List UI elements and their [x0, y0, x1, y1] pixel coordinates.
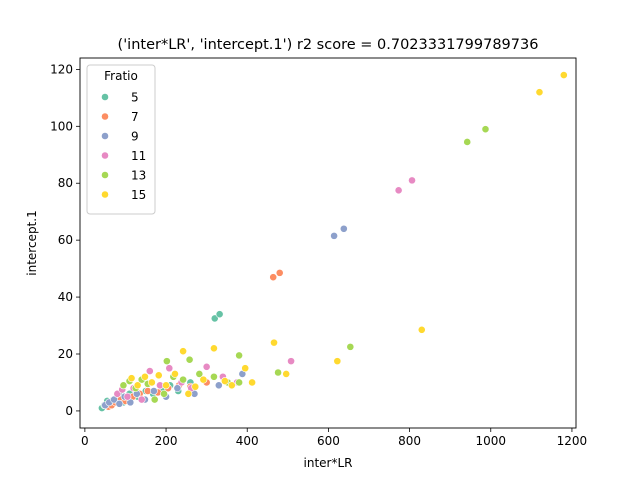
data-point-fratio-15 — [191, 382, 200, 391]
legend-label: 5 — [131, 91, 139, 105]
data-point-fratio-11 — [113, 389, 122, 398]
data-point-fratio-13 — [195, 370, 204, 378]
data-point-fratio-15 — [559, 71, 568, 79]
data-point-fratio-9 — [330, 231, 338, 240]
legend-marker — [101, 132, 109, 140]
data-point-fratio-15 — [141, 372, 149, 381]
x-tick-label: 1000 — [475, 434, 506, 448]
x-tick-label: 200 — [155, 434, 178, 448]
data-point-fratio-15 — [248, 378, 256, 387]
data-point-fratio-11 — [165, 364, 174, 373]
data-point-fratio-13 — [160, 389, 168, 398]
data-point-fratio-5 — [210, 314, 219, 323]
legend-marker — [101, 112, 109, 121]
data-point-fratio-13 — [346, 342, 355, 351]
data-point-fratio-13 — [150, 395, 159, 404]
legend-title: Fratio — [104, 69, 138, 83]
data-point-fratio-11 — [202, 362, 211, 371]
data-point-fratio-13 — [185, 355, 194, 364]
data-point-fratio-11 — [408, 176, 416, 185]
legend-label: 15 — [131, 188, 146, 202]
legend-label: 9 — [131, 130, 139, 144]
legend-marker — [101, 171, 109, 179]
data-point-fratio-13 — [235, 378, 244, 387]
data-point-fratio-15 — [171, 370, 179, 378]
x-tick-label: 600 — [317, 434, 340, 448]
data-point-fratio-15 — [147, 378, 156, 387]
chart-title: ('inter*LR', 'intercept.1') r2 score = 0… — [118, 37, 539, 53]
data-point-fratio-15 — [199, 375, 208, 384]
x-tick-label: 800 — [398, 434, 421, 448]
legend-label: 13 — [131, 169, 146, 183]
y-tick-label: 0 — [65, 404, 73, 418]
data-point-fratio-13 — [162, 357, 171, 366]
data-point-fratio-15 — [241, 364, 250, 373]
data-point-fratio-13 — [235, 351, 244, 360]
data-point-fratio-13 — [481, 125, 490, 134]
data-point-fratio-15 — [154, 371, 163, 380]
data-point-fratio-15 — [227, 381, 236, 390]
legend-marker — [101, 93, 109, 101]
data-point-fratio-15 — [535, 88, 544, 97]
legend-label: 11 — [131, 149, 146, 163]
data-point-fratio-13 — [274, 368, 282, 377]
y-tick-label: 20 — [58, 347, 73, 361]
data-point-fratio-13 — [119, 381, 128, 390]
y-tick-label: 120 — [50, 62, 73, 76]
data-point-fratio-13 — [210, 372, 218, 381]
y-tick-label: 100 — [50, 119, 73, 133]
data-point-fratio-15 — [221, 377, 229, 385]
data-point-fratio-15 — [184, 389, 193, 398]
legend: Fratio 5 7 9 11 13 15 — [86, 64, 156, 215]
data-point-fratio-9 — [339, 224, 348, 233]
data-point-fratio-9 — [115, 399, 124, 408]
x-tick-label: 0 — [81, 434, 89, 448]
data-point-fratio-7 — [275, 268, 284, 277]
data-point-fratio-15 — [333, 357, 342, 366]
data-point-fratio-11 — [394, 186, 403, 195]
data-point-fratio-7 — [269, 273, 278, 282]
data-point-fratio-11 — [123, 392, 132, 401]
data-point-fratio-13 — [463, 138, 472, 146]
legend-marker — [101, 151, 109, 160]
data-point-fratio-5 — [215, 310, 224, 319]
data-point-fratio-15 — [133, 381, 142, 390]
data-point-fratio-15 — [127, 374, 136, 383]
data-point-fratio-15 — [282, 370, 291, 378]
data-point-fratio-9 — [214, 381, 223, 390]
y-axis-label: intercept.1 — [25, 210, 39, 275]
data-point-fratio-15 — [162, 381, 170, 390]
data-point-fratio-9 — [149, 387, 158, 395]
data-point-fratio-15 — [210, 344, 218, 353]
legend-label: 7 — [131, 110, 139, 124]
data-point-fratio-11 — [137, 395, 146, 404]
x-axis-label: inter*LR — [304, 456, 353, 470]
y-tick-label: 80 — [58, 176, 73, 190]
data-point-fratio-9 — [173, 384, 182, 393]
data-point-fratio-11 — [145, 367, 154, 375]
data-point-fratio-15 — [270, 338, 278, 347]
x-tick-label: 1200 — [557, 434, 588, 448]
x-tick-label: 400 — [236, 434, 259, 448]
data-point-fratio-11 — [287, 357, 295, 366]
data-point-fratio-15 — [417, 325, 426, 334]
y-tick-label: 60 — [58, 233, 73, 247]
legend-marker — [101, 190, 109, 199]
data-point-fratio-15 — [179, 347, 187, 356]
plot-area-frame — [79, 57, 577, 429]
data-point-fratio-13 — [179, 375, 187, 384]
y-tick-label: 40 — [58, 290, 73, 304]
